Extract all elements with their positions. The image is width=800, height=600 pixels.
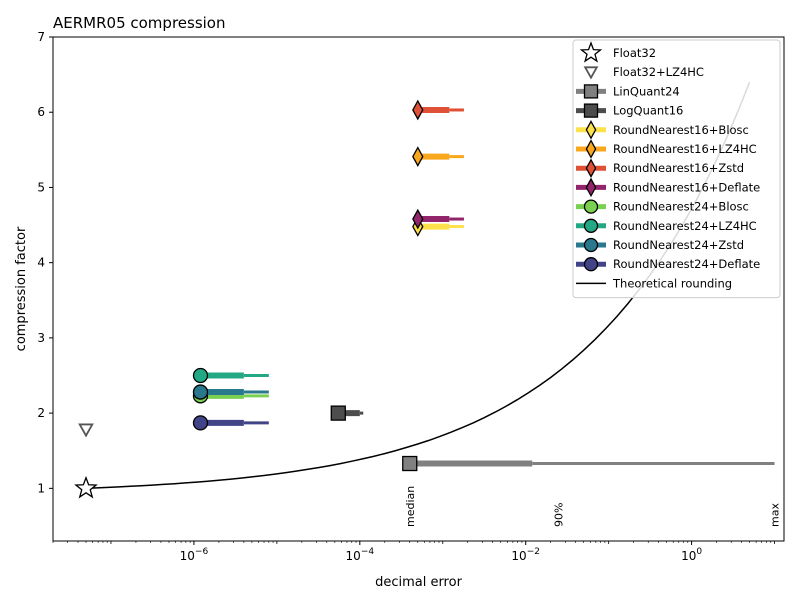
y-axis-label: compression factor xyxy=(14,226,29,351)
legend-label-roundnearest16-lz4hc: RoundNearest16+LZ4HC xyxy=(613,142,757,156)
marker-logquant16 xyxy=(330,405,346,421)
x-tick-label: 100 xyxy=(681,547,702,563)
y-tick-label: 3 xyxy=(37,331,45,345)
legend: Float32 Float32+LZ4HC LinQuant24 LogQuant16… xyxy=(572,39,781,299)
y-tick-label: 6 xyxy=(37,105,45,119)
percentile-label-90pct: 90% xyxy=(553,503,566,527)
legend-label-roundnearest16-deflate: RoundNearest16+Deflate xyxy=(613,180,760,194)
y-tick-label: 2 xyxy=(37,406,45,420)
marker-roundnearest24-lz4hc xyxy=(192,367,209,384)
marker-linquant24 xyxy=(402,455,418,472)
legend-label-roundnearest16-blosc: RoundNearest16+Blosc xyxy=(613,123,749,137)
x-tick-label: 10−2 xyxy=(511,547,540,563)
legend-marker-roundnearest16-blosc xyxy=(585,120,597,140)
x-tick-label: 10−6 xyxy=(180,547,209,563)
plot-area: median 90% max xyxy=(74,81,782,527)
legend-label-roundnearest24-zstd: RoundNearest24+Zstd xyxy=(613,238,744,252)
percentile-label-median: median xyxy=(404,486,417,527)
y-tick-label: 1 xyxy=(37,481,45,495)
y-tick-label: 7 xyxy=(37,30,45,44)
legend-marker-roundnearest24-deflate xyxy=(583,257,599,272)
legend-label-theoreticalrounding: Theoretical rounding xyxy=(612,276,732,290)
legend-marker-roundnearest16-deflate xyxy=(585,177,597,198)
legend-marker-roundnearest24-blosc xyxy=(583,199,599,214)
legend-marker-roundnearest24-zstd xyxy=(583,237,599,253)
legend-frame xyxy=(572,39,781,299)
x-tick-label: 10−4 xyxy=(346,547,375,563)
marker-roundnearest16-lz4hc xyxy=(412,146,424,167)
marker-roundnearest16-deflate xyxy=(412,208,424,230)
y-tick-label: 5 xyxy=(37,180,45,194)
legend-marker-roundnearest24-lz4hc xyxy=(583,218,599,233)
percentile-label-max: max xyxy=(769,503,782,527)
legend-marker-float32 xyxy=(579,41,603,63)
legend-label-roundnearest24-deflate: RoundNearest24+Deflate xyxy=(613,257,760,271)
legend-label-float32-lz4hc: Float32+LZ4HC xyxy=(613,65,704,79)
x-axis-label: decimal error xyxy=(375,575,463,590)
legend-label-logquant16: LogQuant16 xyxy=(613,104,683,118)
axes: 1 2 3 4 5 6 7 10−6 10−4 10−2 100 xyxy=(37,30,775,563)
marker-roundnearest24-zstd xyxy=(192,384,209,400)
marker-float32-lz4hc xyxy=(78,423,94,438)
legend-marker-float32-lz4hc xyxy=(583,66,599,80)
legend-label-roundnearest24-blosc: RoundNearest24+Blosc xyxy=(613,200,749,214)
legend-marker-linquant24 xyxy=(583,84,599,99)
marker-roundnearest16-zstd xyxy=(412,99,424,121)
chart-title: AERMR05 compression xyxy=(53,14,226,32)
marker-roundnearest24-deflate xyxy=(192,415,209,431)
marker-float32 xyxy=(74,475,98,499)
legend-label-float32: Float32 xyxy=(613,46,656,60)
legend-marker-logquant16 xyxy=(583,103,599,118)
legend-marker-roundnearest16-zstd xyxy=(585,158,597,178)
legend-label-linquant24: LinQuant24 xyxy=(613,84,680,98)
legend-label-roundnearest16-zstd: RoundNearest16+Zstd xyxy=(613,161,744,175)
legend-marker-roundnearest16-lz4hc xyxy=(585,139,597,159)
plot-frame xyxy=(52,36,785,542)
y-tick-label: 4 xyxy=(37,256,45,270)
legend-label-roundnearest24-lz4hc: RoundNearest24+LZ4HC xyxy=(613,219,757,233)
